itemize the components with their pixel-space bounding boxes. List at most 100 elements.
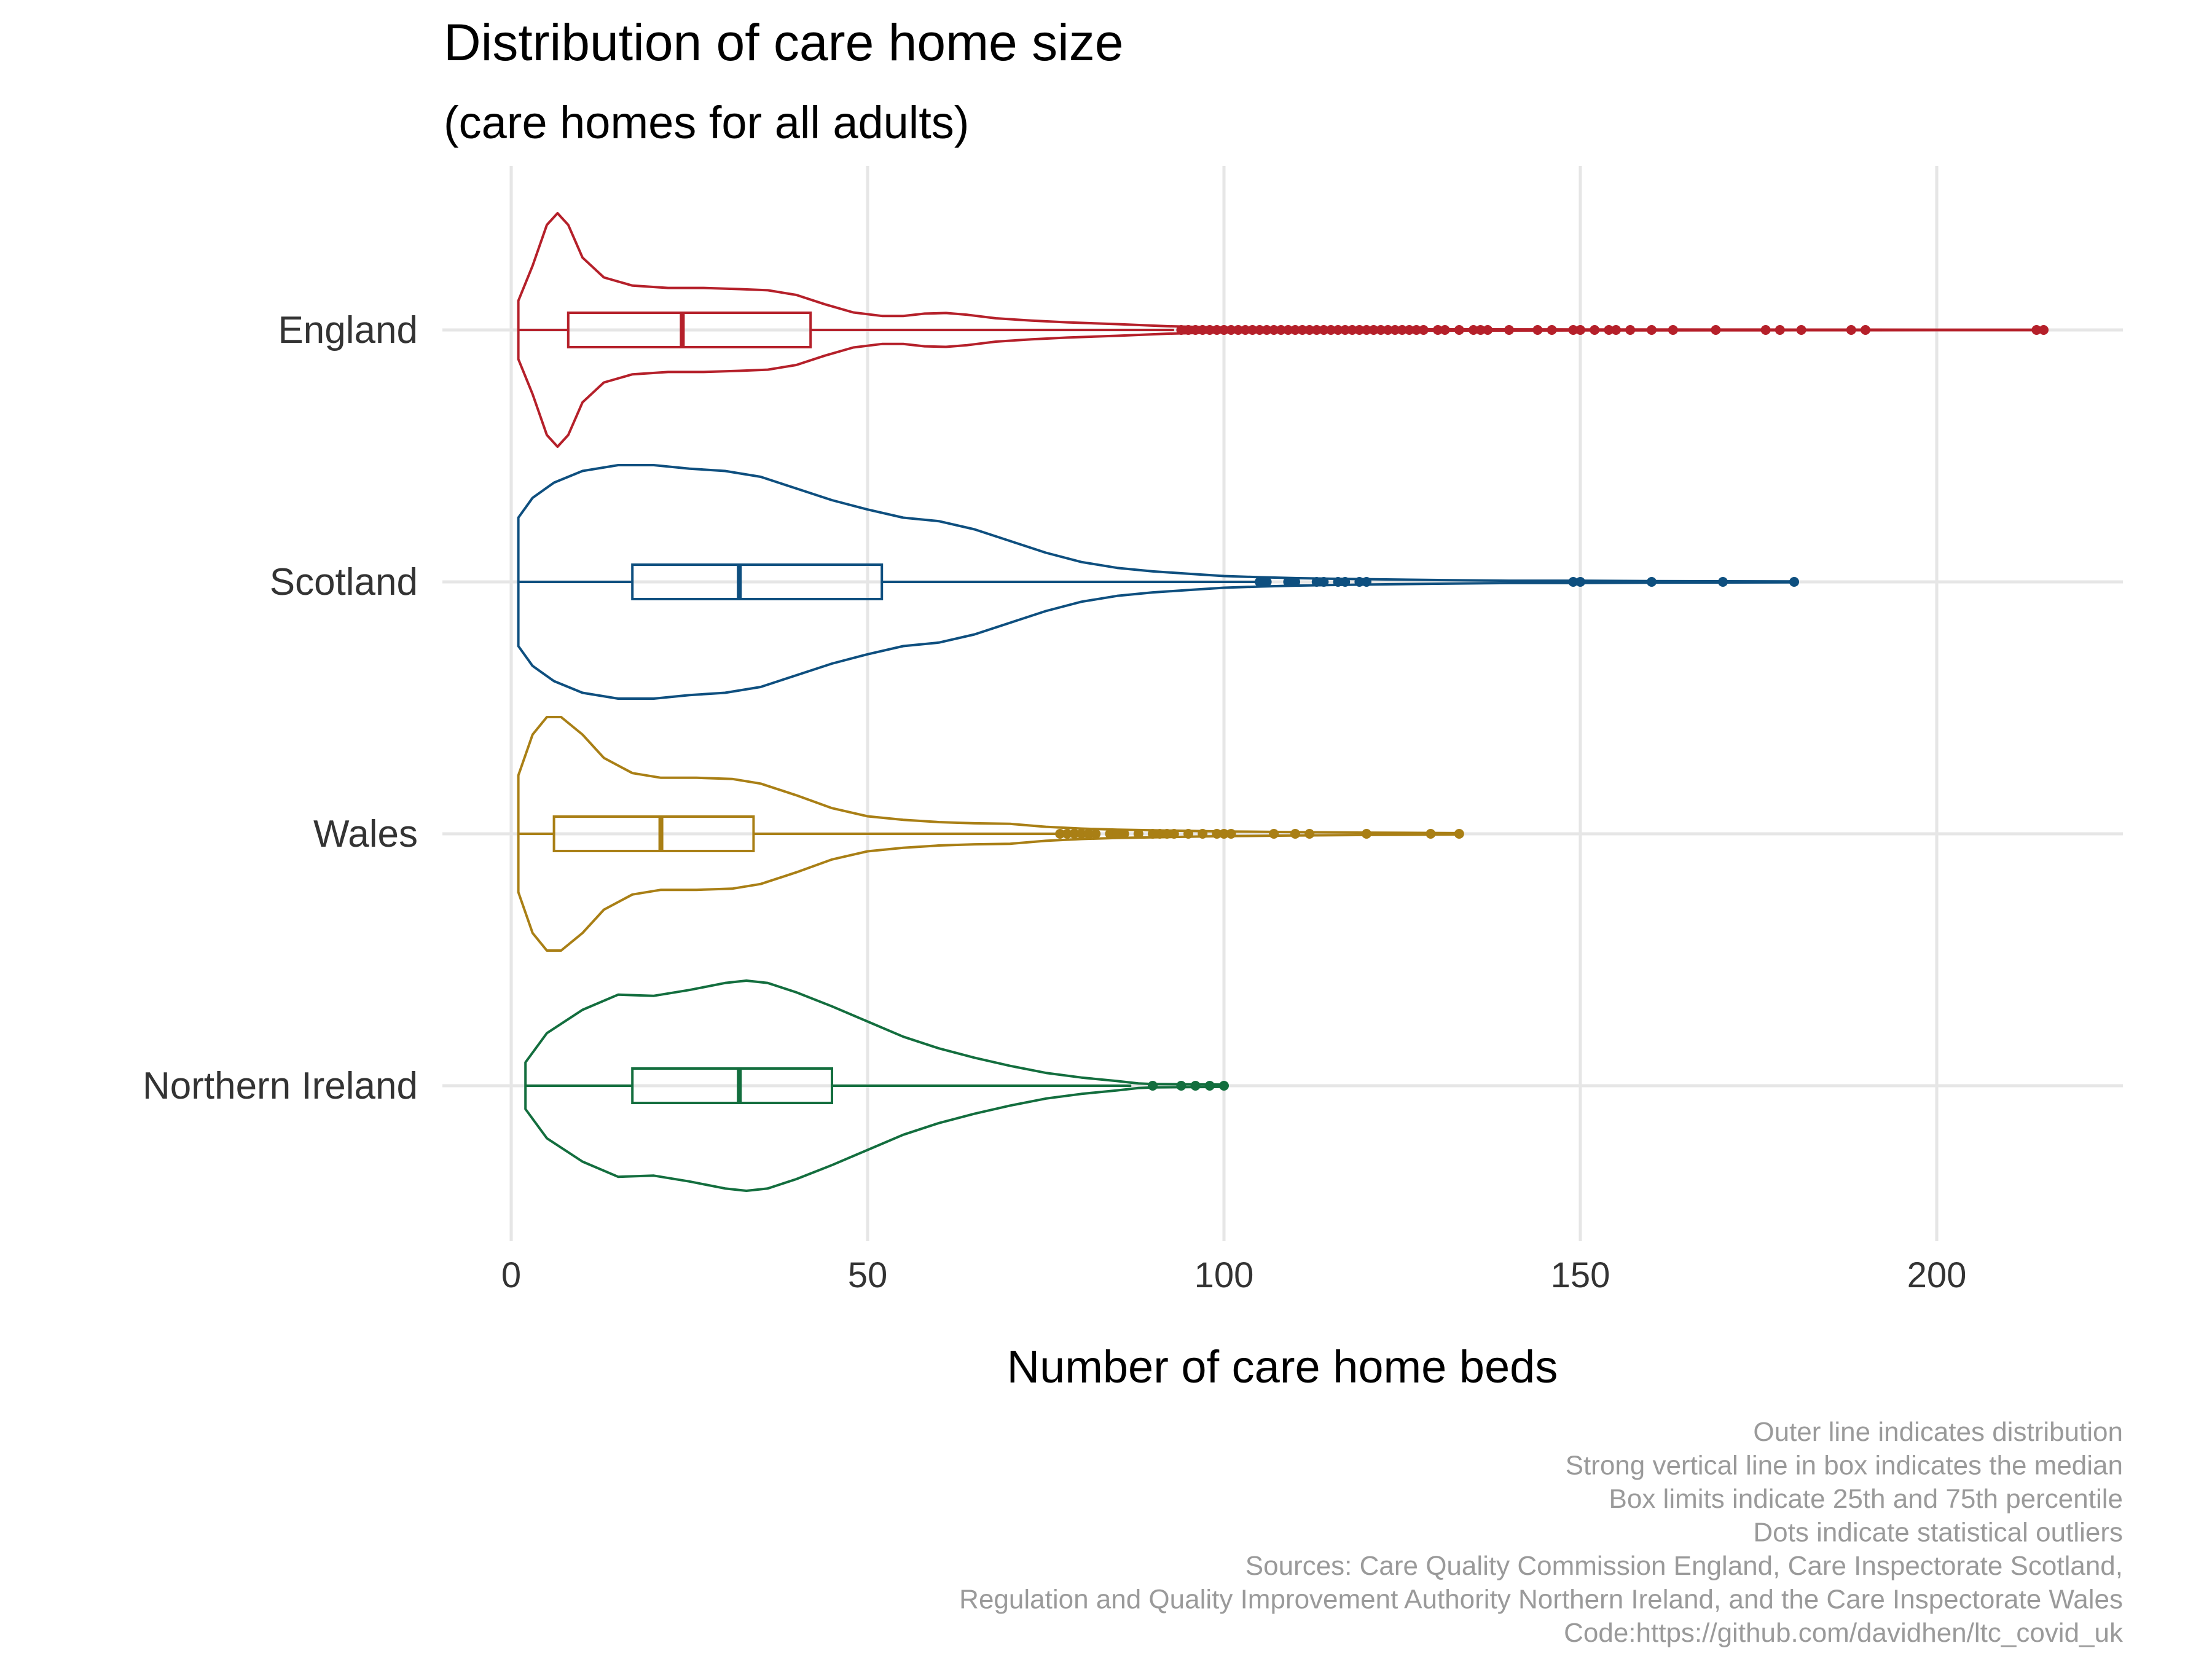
outlier-point-england	[1326, 325, 1336, 335]
outlier-point-england	[1269, 325, 1279, 335]
outlier-point-england	[1547, 325, 1557, 335]
outlier-point-england	[1711, 325, 1721, 335]
outlier-point-wales	[1155, 829, 1165, 839]
outlier-point-england	[1846, 325, 1856, 335]
caption-line: Outer line indicates distribution	[1753, 1417, 2123, 1447]
outlier-point-wales	[1198, 829, 1208, 839]
outlier-point-scotland	[1283, 577, 1293, 587]
outlier-point-england	[1362, 325, 1371, 335]
box-wales	[552, 815, 755, 852]
caption-line: Regulation and Quality Improvement Autho…	[959, 1585, 2123, 1615]
outlier-point-england	[1304, 325, 1315, 335]
outlier-point-england	[1255, 325, 1265, 335]
outlier-point-england	[1283, 325, 1293, 335]
outlier-point-england	[1475, 325, 1486, 335]
outlier-point-northern-ireland	[1190, 1081, 1201, 1091]
x-axis-title: Number of care home beds	[1007, 1341, 1558, 1392]
outlier-point-wales	[1069, 829, 1080, 839]
outlier-point-wales	[1290, 829, 1300, 839]
outlier-point-wales	[1304, 829, 1315, 839]
outlier-point-england	[1604, 325, 1614, 335]
outlier-point-england	[1411, 325, 1422, 335]
outlier-point-scotland	[1340, 577, 1351, 587]
outlier-point-england	[1204, 325, 1215, 335]
caption-line: Code:https://github.com/davidhen/ltc_cov…	[1564, 1618, 2124, 1648]
outlier-point-england	[1454, 325, 1464, 335]
outlier-point-northern-ireland	[1204, 1081, 1215, 1091]
outlier-point-england	[1240, 325, 1250, 335]
outlier-point-england	[1233, 325, 1244, 335]
outlier-point-scotland	[1290, 577, 1300, 587]
outlier-point-england	[1390, 325, 1400, 335]
outlier-point-northern-ireland	[1219, 1081, 1229, 1091]
outlier-point-wales	[1091, 829, 1101, 839]
outlier-point-england	[1504, 325, 1514, 335]
outlier-point-england	[1611, 325, 1621, 335]
outlier-point-england	[2039, 325, 2049, 335]
outlier-point-wales	[1062, 829, 1072, 839]
outlier-point-wales	[1362, 829, 1371, 839]
outlier-point-england	[1397, 325, 1407, 335]
outlier-point-england	[1212, 325, 1222, 335]
outlier-point-wales	[1226, 829, 1236, 839]
outlier-point-england	[1297, 325, 1308, 335]
outlier-point-wales	[1105, 829, 1115, 839]
outlier-point-scotland	[1647, 577, 1657, 587]
outlier-point-wales	[1162, 829, 1172, 839]
y-tick-label-england: England	[278, 309, 418, 351]
outlier-point-scotland	[1333, 577, 1343, 587]
box-scotland	[631, 563, 884, 600]
outlier-point-england	[1440, 325, 1450, 335]
outlier-point-england	[1647, 325, 1657, 335]
box-england	[567, 312, 812, 348]
outlier-point-england	[1219, 325, 1229, 335]
outlier-point-wales	[1133, 829, 1143, 839]
outlier-point-england	[1483, 325, 1493, 335]
outlier-point-england	[1226, 325, 1236, 335]
outlier-point-scotland	[1789, 577, 1799, 587]
caption-line: Sources: Care Quality Commission England…	[1245, 1551, 2123, 1581]
outlier-point-northern-ireland	[1176, 1081, 1186, 1091]
outlier-point-northern-ireland	[1148, 1081, 1158, 1091]
x-tick-label: 200	[1907, 1255, 1967, 1295]
outlier-point-wales	[1055, 829, 1065, 839]
outlier-point-wales	[1148, 829, 1158, 839]
outlier-point-wales	[1269, 829, 1279, 839]
outlier-point-england	[1760, 325, 1771, 335]
outlier-point-wales	[1183, 829, 1193, 839]
outlier-point-wales	[1119, 829, 1129, 839]
outlier-point-england	[1433, 325, 1443, 335]
outlier-point-england	[1198, 325, 1208, 335]
outlier-point-england	[1575, 325, 1585, 335]
y-tick-label-northern-ireland: Northern Ireland	[143, 1065, 418, 1107]
outlier-point-england	[1376, 325, 1386, 335]
caption: Outer line indicates distribution Strong …	[959, 1417, 2124, 1648]
outlier-point-scotland	[1354, 577, 1365, 587]
outlier-point-england	[1290, 325, 1300, 335]
outlier-point-england	[1247, 325, 1258, 335]
outlier-point-scotland	[1261, 577, 1272, 587]
outlier-point-scotland	[1568, 577, 1579, 587]
outlier-point-england	[1340, 325, 1351, 335]
outlier-point-england	[1404, 325, 1414, 335]
x-axis-labels: 0 50 100 150 200	[501, 1255, 1967, 1295]
outlier-point-wales	[1112, 829, 1122, 839]
outlier-point-england	[1532, 325, 1543, 335]
outlier-point-england	[1625, 325, 1636, 335]
y-axis-labels: England Scotland Wales Northern Ireland	[143, 309, 418, 1107]
outlier-point-england	[1368, 325, 1379, 335]
outlier-point-wales	[1426, 829, 1436, 839]
outlier-point-england	[1469, 325, 1478, 335]
y-tick-label-scotland: Scotland	[270, 561, 418, 603]
outlier-point-scotland	[1575, 577, 1585, 587]
outlier-point-england	[1311, 325, 1322, 335]
outlier-point-england	[1354, 325, 1365, 335]
y-tick-label-wales: Wales	[313, 813, 418, 855]
outlier-point-england	[2031, 325, 2042, 335]
outlier-point-england	[1183, 325, 1193, 335]
boxplots	[518, 312, 1260, 1104]
outlier-point-england	[1668, 325, 1678, 335]
outlier-point-scotland	[1362, 577, 1371, 587]
outlier-point-england	[1382, 325, 1393, 335]
